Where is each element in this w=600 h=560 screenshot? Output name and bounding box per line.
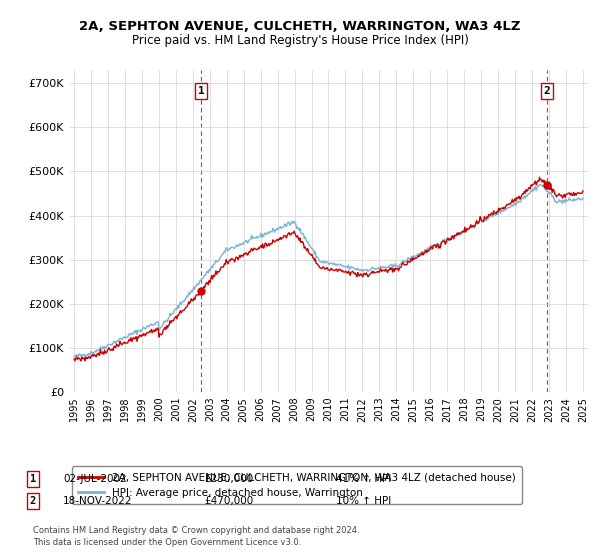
Text: 1: 1 [198,86,205,96]
Text: 2A, SEPHTON AVENUE, CULCHETH, WARRINGTON, WA3 4LZ: 2A, SEPHTON AVENUE, CULCHETH, WARRINGTON… [79,20,521,32]
Text: 18-NOV-2022: 18-NOV-2022 [63,496,133,506]
Text: Price paid vs. HM Land Registry's House Price Index (HPI): Price paid vs. HM Land Registry's House … [131,34,469,46]
Text: £230,000: £230,000 [204,474,253,484]
Text: 2: 2 [544,86,550,96]
Text: 10% ↑ HPI: 10% ↑ HPI [336,496,391,506]
Text: Contains HM Land Registry data © Crown copyright and database right 2024.
This d: Contains HM Land Registry data © Crown c… [33,526,359,547]
Text: £470,000: £470,000 [204,496,253,506]
Text: 41% ↑ HPI: 41% ↑ HPI [336,474,391,484]
Text: 2: 2 [30,496,36,506]
Text: 02-JUL-2002: 02-JUL-2002 [63,474,127,484]
Text: 1: 1 [30,474,36,484]
Legend: 2A, SEPHTON AVENUE, CULCHETH, WARRINGTON, WA3 4LZ (detached house), HPI: Average: 2A, SEPHTON AVENUE, CULCHETH, WARRINGTON… [71,466,522,504]
